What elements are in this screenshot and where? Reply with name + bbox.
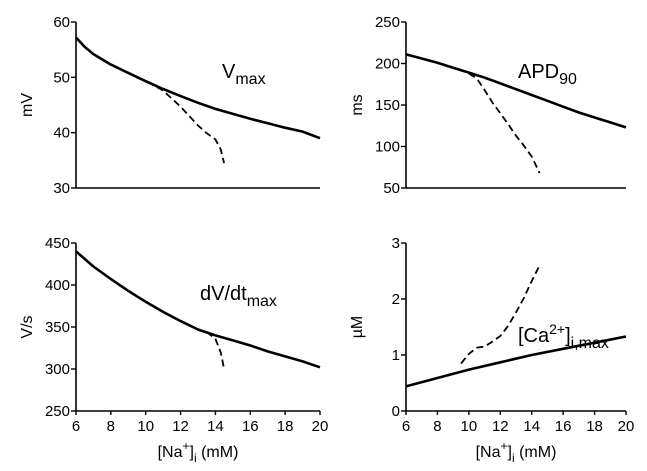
dvdt-x-tick-label: 20	[312, 418, 329, 435]
dvdt-series-dashed-line	[206, 331, 225, 370]
camax-series-solid-line	[405, 335, 627, 388]
dvdt-y-tick-label: 450	[45, 235, 70, 252]
dvdt-y-label: V/s	[19, 315, 36, 338]
apd90-y-label: ms	[349, 94, 366, 115]
dvdt-x-tick-label: 14	[207, 418, 224, 435]
apd90-series-dashed-line	[468, 72, 541, 174]
dvdt-annotation: dV/dtmax	[200, 283, 277, 310]
dvdt-x-tick-label: 16	[242, 418, 259, 435]
vmax-annotation: Vmax	[222, 61, 266, 88]
dvdt-x-tick-label: 8	[107, 418, 115, 435]
dvdt-x-label: [Na+]i (mM)	[158, 439, 239, 465]
panel-vmax: 30 40 50 60 mV Vmax	[19, 14, 321, 197]
camax-y-tick-label: 0	[392, 403, 400, 420]
vmax-y-tick-label: 50	[53, 69, 70, 86]
camax-y-label: µM	[349, 316, 366, 339]
panel-apd90: 50 100 150 200 250 ms APD90	[349, 14, 627, 197]
camax-x-tick-label: 14	[523, 418, 540, 435]
camax-x-tick-label: 18	[586, 418, 603, 435]
vmax-y-tick-label: 60	[53, 14, 70, 31]
dvdt-x-tick-label: 10	[137, 418, 154, 435]
camax-x-tick-label: 10	[461, 418, 478, 435]
apd90-y-tick-label: 250	[375, 14, 400, 31]
apd90-y-tick-label: 150	[375, 97, 400, 114]
camax-x-tick-label: 16	[555, 418, 572, 435]
dvdt-x-tick-label: 18	[277, 418, 294, 435]
apd90-y-tick-label: 200	[375, 56, 400, 73]
apd90-y-tick-label: 50	[383, 180, 400, 197]
dvdt-y-tick-label: 400	[45, 277, 70, 294]
dvdt-x-tick-label: 12	[172, 418, 189, 435]
dvdt-series-solid-line	[75, 250, 321, 369]
vmax-y-tick-label: 30	[53, 180, 70, 197]
camax-y-tick-label: 3	[392, 235, 400, 252]
vmax-series-dashed-line	[136, 77, 225, 164]
apd90-series-solid-line	[405, 53, 627, 129]
camax-x-label: [Na+]i (mM)	[476, 439, 557, 465]
camax-x-tick-label: 12	[492, 418, 509, 435]
camax-x-tick-label: 6	[402, 418, 410, 435]
camax-y-tick-label: 1	[392, 347, 400, 364]
vmax-y-label: mV	[19, 93, 36, 117]
dvdt-y-tick-label: 300	[45, 361, 70, 378]
camax-x-tick-label: 8	[433, 418, 441, 435]
apd90-annotation: APD90	[518, 61, 577, 88]
apd90-y-tick-label: 100	[375, 139, 400, 156]
dvdt-y-tick-label: 350	[45, 319, 70, 336]
panel-dvdt: 250 300 350 400 450 6 8 10 12 14 16 18 20 V/s [Na+]i (…	[19, 235, 328, 465]
camax-annotation: [Ca2+]i,max	[518, 321, 609, 352]
vmax-y-tick-label: 40	[53, 125, 70, 142]
dvdt-x-tick-label: 6	[72, 418, 80, 435]
vmax-series-solid-line	[75, 36, 321, 140]
camax-x-tick-label: 20	[618, 418, 635, 435]
camax-series-dashed-line	[460, 264, 541, 364]
dvdt-y-tick-label: 250	[45, 403, 70, 420]
camax-y-tick-label: 2	[392, 291, 400, 308]
